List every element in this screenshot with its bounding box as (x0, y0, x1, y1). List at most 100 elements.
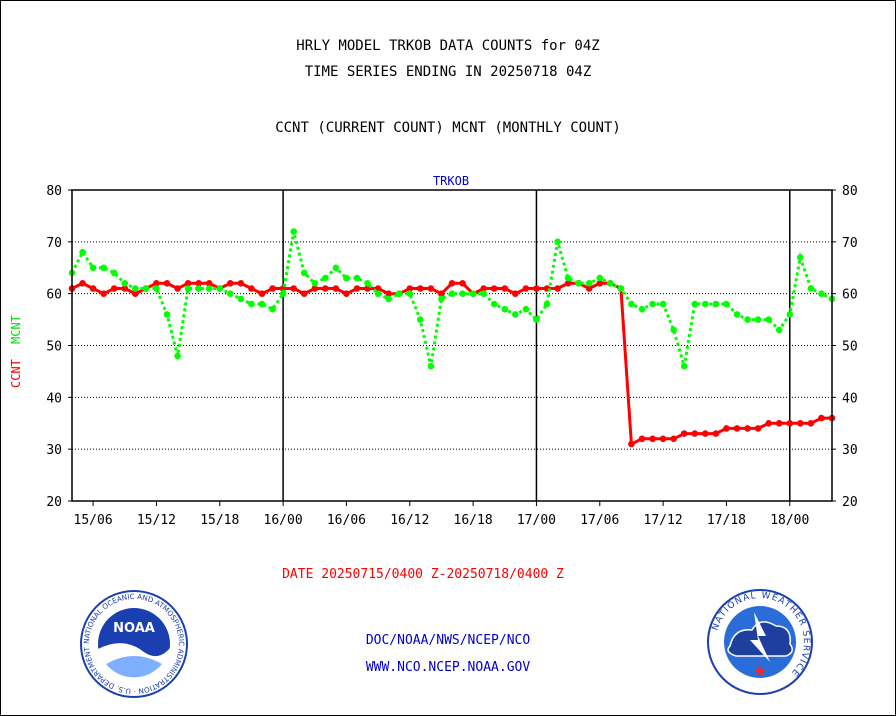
point-ccnt-27 (353, 285, 361, 292)
point-ccnt-43 (522, 285, 530, 292)
point-mcnt-5 (121, 280, 129, 287)
chart-title-line-1: HRLY MODEL TRKOB DATA COUNTS for 04Z (296, 38, 600, 54)
point-ccnt-5 (121, 285, 129, 292)
point-mcnt-1 (79, 248, 86, 256)
point-mcnt-51 (607, 280, 614, 287)
point-mcnt-15 (227, 290, 234, 298)
x-tick-label: 16/18 (454, 513, 493, 528)
point-mcnt-12 (195, 285, 202, 292)
point-mcnt-24 (322, 274, 329, 282)
point-mcnt-68 (786, 311, 794, 318)
x-tick-label: 15/06 (74, 513, 113, 528)
point-ccnt-63 (733, 425, 741, 432)
point-ccnt-37 (459, 280, 466, 287)
point-mcnt-3 (100, 264, 107, 272)
point-mcnt-25 (332, 264, 340, 272)
y-tick-label-left: 30 (46, 443, 62, 458)
point-ccnt-24 (322, 285, 329, 292)
point-ccnt-60 (702, 430, 709, 437)
x-tick-label: 16/00 (264, 513, 303, 528)
point-ccnt-15 (227, 280, 234, 287)
point-ccnt-35 (438, 290, 445, 298)
point-ccnt-26 (343, 290, 350, 298)
point-mcnt-38 (469, 290, 477, 298)
point-ccnt-11 (184, 280, 192, 287)
point-ccnt-56 (659, 435, 667, 443)
x-tick-label: 17/12 (644, 513, 683, 528)
point-mcnt-65 (754, 316, 762, 323)
y-tick-label-left: 80 (46, 184, 62, 199)
x-tick-label: 15/18 (200, 513, 239, 528)
point-ccnt-33 (417, 285, 424, 292)
series-line-ccnt (71, 281, 832, 447)
x-tick-label: 15/12 (137, 513, 176, 528)
point-ccnt-3 (100, 290, 107, 298)
point-ccnt-13 (205, 280, 213, 287)
point-mcnt-45 (543, 300, 551, 308)
point-mcnt-26 (343, 274, 350, 282)
x-tick-label: 16/06 (327, 513, 366, 528)
point-mcnt-31 (395, 290, 403, 298)
footer-line-2: WWW.NCO.NCEP.NOAA.GOV (365, 660, 531, 675)
footer-line-1: DOC/NOAA/NWS/NCEP/NCO (365, 633, 531, 648)
point-ccnt-10 (174, 285, 181, 292)
point-ccnt-6 (132, 290, 139, 298)
point-ccnt-65 (754, 425, 762, 432)
point-mcnt-28 (364, 280, 371, 287)
point-mcnt-61 (712, 300, 720, 308)
point-mcnt-22 (300, 269, 308, 277)
point-mcnt-37 (459, 290, 466, 298)
x-tick-label: 17/06 (580, 513, 619, 528)
point-mcnt-71 (818, 290, 825, 298)
point-mcnt-50 (596, 274, 604, 282)
point-mcnt-46 (554, 238, 561, 246)
point-mcnt-42 (512, 311, 519, 318)
y-axis-label-ccnt: CCNT (9, 359, 23, 388)
point-mcnt-19 (269, 305, 276, 313)
point-ccnt-67 (775, 420, 783, 427)
point-ccnt-66 (765, 420, 772, 427)
point-ccnt-44 (533, 285, 540, 292)
point-ccnt-46 (554, 285, 561, 292)
point-ccnt-9 (163, 280, 171, 287)
point-ccnt-19 (269, 285, 276, 292)
point-mcnt-32 (406, 290, 414, 298)
point-mcnt-58 (680, 362, 688, 370)
point-ccnt-57 (670, 435, 677, 443)
x-tick-label: 17/18 (707, 513, 746, 528)
point-ccnt-54 (638, 435, 646, 443)
point-mcnt-10 (174, 352, 181, 360)
point-ccnt-1 (79, 280, 86, 287)
point-mcnt-48 (575, 280, 582, 287)
point-ccnt-47 (564, 280, 572, 287)
point-ccnt-8 (153, 280, 160, 287)
point-ccnt-12 (195, 280, 202, 287)
point-ccnt-68 (786, 420, 794, 427)
point-mcnt-7 (142, 285, 150, 292)
y-tick-label-right: 20 (842, 495, 858, 510)
point-mcnt-44 (533, 316, 540, 323)
x-tick-label: 16/12 (390, 513, 429, 528)
point-ccnt-2 (89, 285, 97, 292)
point-mcnt-43 (522, 305, 530, 313)
point-mcnt-11 (184, 285, 192, 292)
y-tick-label-left: 40 (46, 391, 62, 406)
point-ccnt-55 (649, 435, 656, 443)
x-tick-label: 17/00 (517, 513, 556, 528)
point-mcnt-13 (205, 285, 213, 292)
point-ccnt-22 (300, 290, 308, 298)
point-ccnt-25 (332, 285, 340, 292)
point-ccnt-32 (406, 285, 414, 292)
point-mcnt-39 (480, 290, 488, 298)
y-tick-label-right: 50 (842, 340, 858, 355)
point-mcnt-49 (585, 280, 593, 287)
point-mcnt-8 (153, 285, 160, 292)
point-mcnt-67 (775, 326, 783, 334)
point-ccnt-36 (448, 280, 456, 287)
noaa-logo-text: NOAA (113, 621, 155, 636)
point-ccnt-18 (258, 290, 266, 298)
point-mcnt-57 (670, 326, 677, 334)
point-ccnt-4 (110, 285, 118, 292)
panel-label: TRKOB (433, 174, 469, 188)
point-mcnt-53 (628, 300, 635, 308)
